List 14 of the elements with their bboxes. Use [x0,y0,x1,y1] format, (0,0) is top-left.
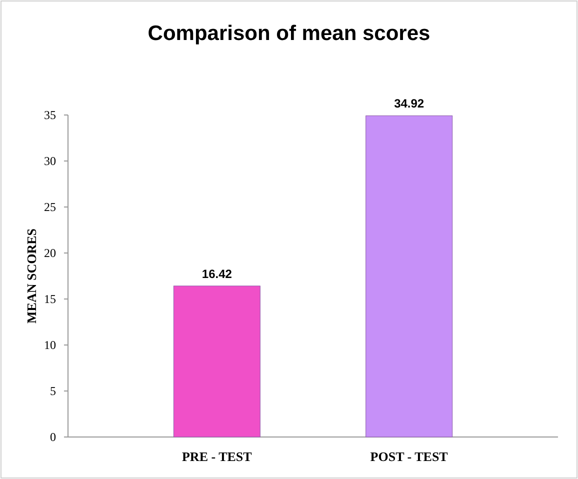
y-tick-label: 10 [44,338,56,352]
y-tick-label: 35 [44,108,56,122]
y-tick-label: 5 [50,384,56,398]
y-axis-title: MEAN SCORES [24,228,39,324]
y-tick-label: 25 [44,200,56,214]
y-tick-label: 15 [44,292,56,306]
y-tick-label: 20 [44,246,56,260]
x-tick-label: POST - TEST [370,449,448,464]
y-tick-label: 30 [44,154,56,168]
y-tick-label: 0 [50,430,56,444]
x-tick-label: PRE - TEST [182,449,252,464]
data-label: 34.92 [394,96,424,111]
chart-title: Comparison of mean scores [148,22,430,45]
data-label: 16.42 [202,266,232,281]
